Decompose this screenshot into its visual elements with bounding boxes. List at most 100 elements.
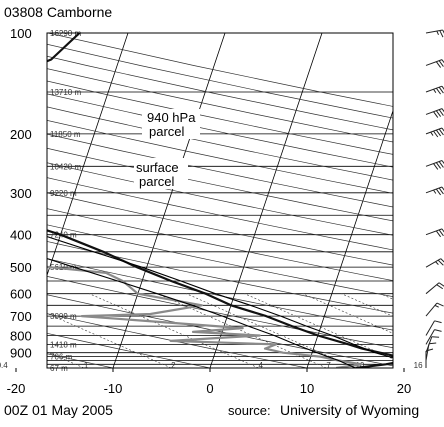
wind-barb [425,160,444,170]
wind-barb-flag [441,228,444,233]
dry-adiabat [47,313,308,368]
wind-barb-flag [436,284,444,290]
sounding-curves [47,33,393,368]
height-label: 9220 m [50,189,77,198]
wind-barb-half-flag [433,88,437,93]
wind-barb-flag [438,86,444,94]
mixing-ratio-label: 2 [171,361,176,370]
mixing-ratio-line [157,293,327,368]
dry-adiabat [47,294,393,367]
wind-barb [425,228,444,238]
isotherm-line [404,33,444,368]
dry-adiabat [47,224,393,298]
wind-barb [425,302,444,317]
wind-barb-flag [438,187,444,195]
wind-barb-flag [440,258,444,263]
wind-barb-flag [433,111,439,118]
temperature-tick-label: 20 [397,381,411,396]
dry-adiabat [47,119,393,194]
wind-barb-flag [435,129,442,137]
temperature-tick-label: 0 [206,381,213,396]
wind-barb-flag [441,160,444,165]
wind-barb-flag [433,163,439,170]
mixing-ratio-line [244,293,393,360]
wind-barb-flag [435,87,442,95]
wind-barb-flag [439,30,444,38]
dry-adiabat [47,276,393,349]
mixing-ratio-label: 7 [326,361,331,370]
wind-barb [425,127,444,138]
wind-barb [425,342,437,361]
pressure-tick-label: 900 [10,346,32,361]
plot-frame [46,32,394,369]
height-label: 13710 m [50,88,81,97]
wind-barb-half-flag [430,131,434,136]
wind-barb [425,329,442,345]
pressure-tick-label: 200 [10,127,32,142]
wind-barb-staff [425,336,433,353]
wind-barbs [425,29,444,368]
wind-barb-flag [435,110,442,117]
wind-barb [425,258,444,268]
series-surface-parcel-line [47,258,356,368]
dry-adiabat [47,133,393,208]
wind-barb-flag [441,186,444,191]
source-prefix: source: [228,403,271,418]
wind-barb-flag [428,342,437,345]
mixing-ratio-line [341,293,393,317]
temperature-axis: -40-30-20-10010203040 [7,368,411,396]
surface-parcel-label-bg [134,158,188,189]
mixing-ratio-label: 4 [258,361,263,370]
wind-barb-staff [425,320,435,336]
surface-parcel-label: surface [136,160,179,175]
pressure-tick-label: 700 [10,309,32,324]
wind-barb-flag [438,60,444,67]
wind-barb-flag [441,108,444,113]
dry-adiabat [47,147,393,222]
series-dewpoint-line [47,265,363,368]
wind-barb [425,320,442,336]
mixing-ratio-line [47,313,172,368]
wind-barb [425,186,444,196]
pressure-tick-label: 300 [10,186,32,201]
pressure-axis: 100 200 300 400 500 600 700 800 900 [10,26,32,361]
dry-adiabat [47,93,393,168]
wind-barb-flag [434,320,442,324]
wind-barb [425,59,444,68]
temperature-tick-label: -10 [104,381,123,396]
isotherm-line [306,109,393,368]
wind-barb [425,336,440,353]
wind-barb-flag [441,127,444,132]
wind-barb-flag [435,230,442,238]
wind-barb-half-flag [435,261,439,265]
temperature-tick-label: -20 [7,381,26,396]
wind-barb-flag [441,59,444,64]
wind-barb-flag [437,259,444,266]
isotherm-line [209,33,323,368]
surface-parcel-annotation: surface parcel [134,158,188,189]
wind-barb-flag [431,336,440,338]
station-title: 03808 Camborne [4,4,112,20]
height-label: 3009 m [50,312,77,321]
parcel-940-label-2: parcel [149,124,185,139]
parcel-940-label-bg [142,109,200,139]
wind-barb [425,85,444,95]
wind-barb-flag [434,329,442,332]
dry-adiabat [47,258,393,331]
height-label: 10420 m [50,162,81,171]
wind-barb [425,29,444,38]
dry-adiabat [47,241,393,314]
series-940-hpa-parcel-line [47,236,393,359]
wind-barb-flag [433,130,439,138]
wind-barb-flag [436,302,444,307]
wind-barb-staff [425,329,435,345]
isotherm-line [112,33,226,368]
height-label: 706 m [50,353,73,362]
wind-barb-half-flag [434,304,439,308]
wind-barb-flag [438,229,444,237]
pressure-tick-label: 800 [10,329,32,344]
parcel-940-label: 940 hPa [147,110,196,125]
wind-barb-half-flag [436,30,439,36]
isotherm-line [47,33,129,277]
wind-barb-flag [441,85,444,90]
